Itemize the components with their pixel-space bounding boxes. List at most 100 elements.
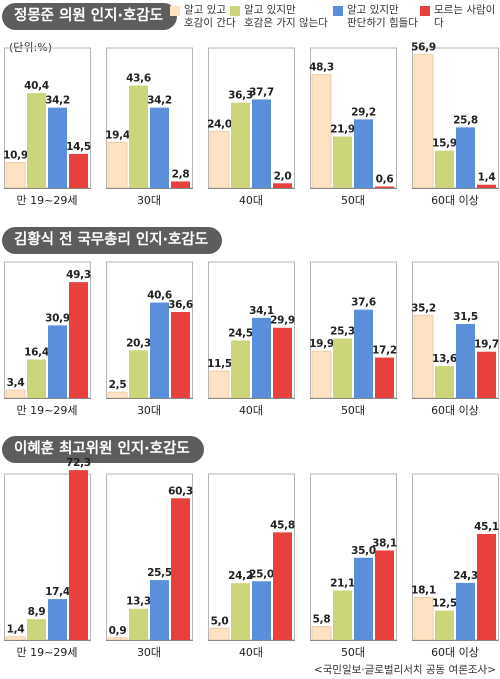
bar-unfavorable: [435, 610, 454, 640]
data-label: 19,9: [309, 338, 334, 350]
bar-favorable: [311, 625, 332, 641]
data-label: 1,4: [478, 172, 496, 184]
data-label: 24,3: [453, 570, 478, 582]
bar-undecided: [150, 107, 169, 188]
chart-title-kim: 김황식 전 국무총리 인지·호감도: [2, 227, 223, 254]
category-label: 30대: [137, 404, 161, 417]
bar-favorable: [209, 627, 230, 641]
data-label: 56,9: [411, 41, 436, 53]
legend-item-unknown: 모르는 사람이다: [420, 4, 500, 30]
bar-favorable: [413, 53, 434, 189]
data-label: 25,3: [330, 326, 355, 338]
data-label: 15,9: [432, 138, 457, 150]
bar-undecided: [150, 580, 169, 640]
legend-item-undecided: 알고 있지만 판단하기 힘들다: [333, 4, 418, 30]
bar-favorable: [209, 370, 230, 399]
chart-title-lee: 이혜훈 최고위원 인지·호감도: [2, 436, 204, 463]
data-label: 40,4: [24, 80, 49, 92]
bar-undecided: [354, 309, 373, 398]
panel-frame: [412, 47, 499, 189]
data-label: 16,4: [24, 346, 49, 358]
bar-unfavorable: [333, 338, 352, 398]
data-label: 48,3: [309, 61, 334, 73]
bar-favorable: [107, 391, 128, 399]
panel-frame: [310, 261, 397, 399]
bar-unknown: [477, 184, 496, 188]
data-label: 36,6: [168, 299, 193, 311]
bar-unknown: [69, 153, 88, 188]
bar-unknown: [375, 186, 394, 188]
panel-frame: [208, 473, 295, 641]
data-label: 19,7: [474, 339, 499, 351]
panel-frame: [310, 473, 397, 641]
data-label: 60,3: [168, 485, 193, 497]
data-label: 0,6: [376, 174, 394, 186]
data-label: 10,9: [3, 149, 28, 161]
data-label: 49,3: [66, 269, 91, 281]
panel-frame: [106, 47, 193, 189]
data-label: 43,6: [126, 73, 151, 85]
data-label: 17,4: [45, 586, 70, 598]
legend-item-favorable: 알고 있고 호감이 간다: [170, 4, 236, 30]
bar-unfavorable: [129, 350, 148, 398]
data-label: 35,2: [411, 302, 436, 314]
legend-swatch: [230, 6, 240, 16]
panel-frame: [412, 261, 499, 399]
bar-unfavorable: [333, 136, 352, 188]
bar-undecided: [150, 302, 169, 398]
panel-frame: [106, 473, 193, 641]
legend-item-unfavorable: 알고 있지만 호감은 가지 않는다: [230, 4, 328, 30]
bar-unfavorable: [231, 340, 250, 398]
bar-favorable: [5, 161, 26, 189]
category-label: 40대: [239, 646, 263, 659]
bar-unfavorable: [231, 583, 250, 640]
data-label: 5,8: [313, 613, 331, 625]
legend-swatch: [333, 6, 343, 16]
bar-unfavorable: [435, 366, 454, 398]
panel-frame: [208, 261, 295, 399]
category-label: 40대: [239, 404, 263, 417]
bar-unknown: [273, 183, 292, 188]
data-label: 34,2: [147, 95, 172, 107]
data-label: 45,8: [270, 519, 295, 531]
bar-favorable: [5, 389, 26, 399]
data-label: 21,9: [330, 124, 355, 136]
category-label: 만 19~29세: [17, 646, 78, 659]
bar-undecided: [354, 557, 373, 640]
panel-frame: [412, 473, 499, 641]
bar-favorable: [413, 597, 434, 641]
bar-favorable: [107, 142, 128, 189]
data-label: 37,7: [249, 86, 274, 98]
data-label: 24,0: [207, 119, 232, 131]
data-label: 34,1: [249, 305, 274, 317]
bar-unknown: [171, 498, 190, 640]
category-label: 60대 이상: [431, 646, 479, 659]
legend-label-line1: 알고 있고: [184, 4, 226, 16]
legend: 알고 있고 호감이 간다 알고 있지만 호감은 가지 않는다 알고 있지만 판단하기 …: [170, 4, 500, 40]
bar-undecided: [48, 599, 67, 640]
data-label: 3,4: [7, 377, 25, 389]
bar-undecided: [48, 107, 67, 188]
bar-unfavorable: [129, 608, 148, 640]
category-label: 30대: [137, 194, 161, 207]
legend-swatch: [420, 6, 430, 16]
data-label: 18,1: [411, 584, 436, 596]
data-label: 2,5: [109, 379, 127, 391]
data-label: 24,5: [228, 327, 253, 339]
panel-frame: [4, 47, 91, 189]
bar-undecided: [456, 582, 475, 640]
data-label: 1,4: [7, 624, 25, 636]
data-label: 29,9: [270, 315, 295, 327]
data-label: 21,1: [330, 577, 355, 589]
bar-unknown: [273, 327, 292, 398]
data-label: 30,9: [45, 312, 70, 324]
panel-frame: [310, 47, 397, 189]
panel-frame: [208, 47, 295, 189]
data-label: 2,8: [172, 168, 190, 180]
category-label: 60대 이상: [431, 194, 479, 207]
legend-label-line2: 호감은 가지 않는다: [244, 17, 328, 29]
legend-label-line1: 모르는 사람이다: [434, 4, 496, 29]
data-label: 29,2: [351, 106, 376, 118]
data-label: 45,1: [474, 521, 499, 533]
